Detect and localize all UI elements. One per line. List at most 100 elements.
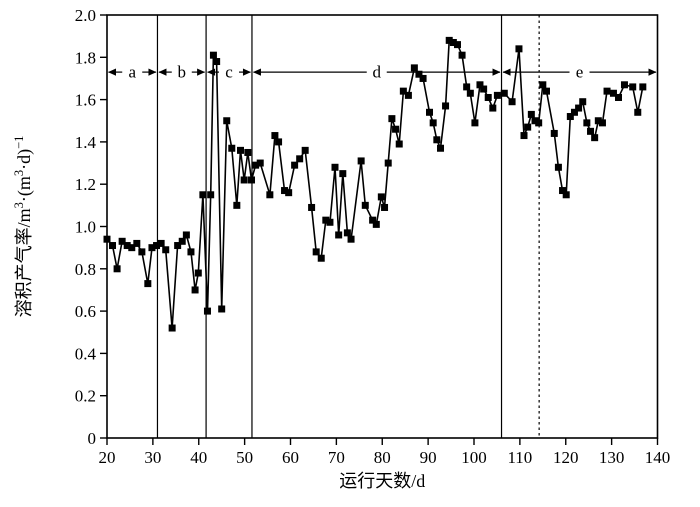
data-point-marker (296, 155, 304, 163)
data-point-marker (520, 132, 528, 140)
data-point-marker (620, 81, 628, 89)
data-point-marker (466, 89, 474, 97)
y-tick-label: 0.2 (75, 387, 96, 406)
data-point-marker (285, 189, 293, 197)
x-tick-label: 50 (236, 448, 253, 467)
data-point-marker (153, 242, 161, 250)
data-series-溶积产气率 (103, 36, 647, 332)
data-point-marker (554, 163, 562, 171)
data-point-marker (113, 265, 121, 273)
data-point-marker (233, 201, 241, 209)
x-tick-label: 90 (420, 448, 437, 467)
data-point-marker (331, 163, 339, 171)
y-tick-label: 1.0 (75, 218, 96, 237)
data-point-marker (458, 51, 466, 59)
phase-label-c: c (225, 63, 233, 82)
data-point-marker (339, 170, 347, 178)
data-point-marker (138, 248, 146, 256)
data-point-marker (372, 220, 380, 228)
x-tick-label: 80 (374, 448, 391, 467)
data-point-marker (579, 98, 587, 106)
data-point-marker (191, 286, 199, 294)
y-tick-label: 1.2 (75, 175, 96, 194)
data-point-marker (437, 144, 445, 152)
phase-label-a: a (128, 63, 136, 82)
phase-label-d: d (372, 63, 381, 82)
data-point-marker (248, 176, 256, 184)
data-point-marker (271, 132, 279, 140)
data-point-marker (384, 159, 392, 167)
y-axis: 0 0.2 0.4 0.6 0.8 1.0 1.2 1.4 1.6 1.8 2.0 (75, 6, 107, 448)
y-tick-label: 0.4 (75, 344, 97, 363)
data-point-marker (174, 242, 182, 250)
data-point-marker (144, 280, 152, 288)
data-point-marker (322, 216, 330, 224)
right-arrowhead-icon (197, 68, 206, 76)
data-point-marker (445, 36, 453, 44)
data-point-marker (515, 45, 523, 53)
data-point-marker (118, 237, 126, 245)
data-point-marker (639, 83, 647, 91)
data-point-marker (527, 110, 535, 118)
data-point-marker (213, 58, 221, 66)
x-tick-label: 30 (144, 448, 161, 467)
data-point-marker (109, 242, 117, 250)
x-axis-title: 运行天数/d (339, 471, 425, 491)
data-point-marker (343, 229, 351, 237)
data-point-marker (218, 305, 226, 313)
data-point-marker (570, 108, 578, 116)
data-point-marker (566, 113, 574, 121)
data-point-marker (508, 98, 516, 106)
data-point-marker (335, 231, 343, 239)
data-point-marker (162, 246, 170, 254)
data-point-marker (419, 74, 427, 82)
data-point-marker (404, 91, 412, 99)
data-point-marker (433, 136, 441, 144)
data-point-marker (291, 161, 299, 169)
data-point-marker (275, 138, 283, 146)
x-tick-label: 140 (645, 448, 671, 467)
data-point-marker (629, 83, 637, 91)
y-tick-label: 2.0 (75, 6, 96, 25)
data-point-marker (583, 119, 591, 127)
y-tick-label: 1.6 (75, 91, 96, 110)
data-point-marker (377, 193, 385, 201)
data-point-marker (228, 144, 236, 152)
data-point-marker (591, 134, 599, 142)
phase-label-e: e (576, 63, 584, 82)
x-tick-label: 100 (461, 448, 487, 467)
data-point-marker (587, 127, 595, 135)
data-point-marker (480, 85, 488, 93)
data-point-marker (493, 91, 501, 99)
data-point-marker (236, 146, 244, 154)
x-tick-label: 120 (553, 448, 579, 467)
data-point-marker (148, 244, 156, 252)
data-point-marker (326, 218, 334, 226)
data-point-marker (609, 89, 617, 97)
data-point-marker (542, 87, 550, 95)
data-point-marker (429, 119, 437, 127)
data-point-marker (182, 231, 190, 239)
phase-region-annotation-e: e (502, 63, 657, 82)
phase-region-annotation-a: a (108, 63, 157, 82)
data-point-marker (281, 187, 289, 195)
data-point-marker (203, 307, 211, 315)
data-point-marker (531, 117, 539, 125)
data-point-marker (399, 87, 407, 95)
data-point-marker (634, 108, 642, 116)
data-point-marker (301, 146, 309, 154)
data-point-marker (317, 254, 325, 262)
x-tick-label: 40 (190, 448, 207, 467)
y-tick-label: 1.8 (75, 48, 96, 67)
data-point-marker (388, 115, 396, 123)
data-point-marker (500, 89, 508, 97)
data-point-marker (471, 119, 479, 127)
x-tick-label: 60 (282, 448, 299, 467)
data-point-marker (357, 157, 365, 165)
phase-region-annotation-d: d (252, 63, 501, 82)
data-point-marker (207, 191, 215, 199)
x-axis: 20 30 40 50 60 70 80 90 100 110 120 130 140 (99, 438, 671, 467)
data-point-marker (410, 64, 418, 72)
data-point-marker (594, 117, 602, 125)
right-arrowhead-icon (648, 68, 657, 76)
